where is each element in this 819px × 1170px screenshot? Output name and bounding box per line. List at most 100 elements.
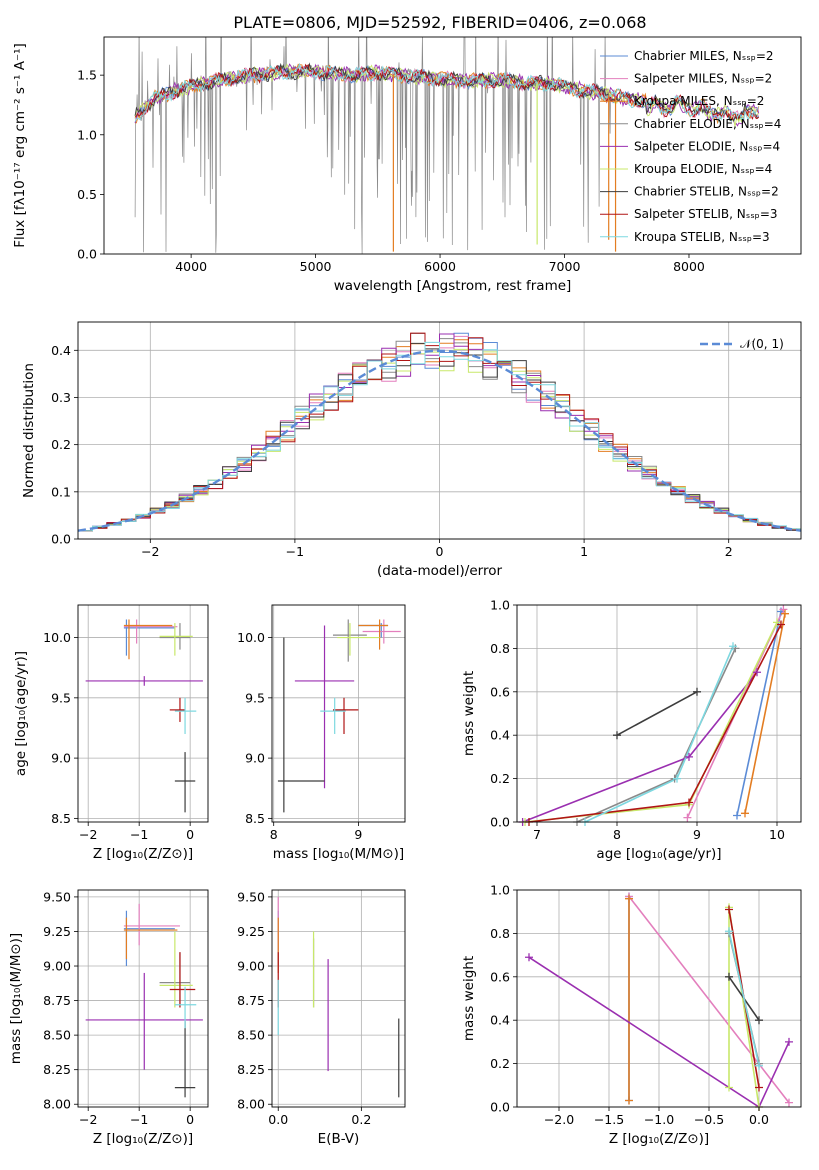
y-tick-label: 8.00 xyxy=(237,1097,265,1112)
x-axis-label: E(B-V) xyxy=(318,1131,360,1147)
massweight-marker xyxy=(625,1096,633,1105)
legend-label: Salpeter MILES, Nₛₛₚ=2 xyxy=(634,72,772,86)
massweight-marker xyxy=(725,927,733,936)
massweight-marker xyxy=(725,1083,733,1092)
x-axis-label: mass [log₁₀(M/M⊙)] xyxy=(273,846,404,862)
y-tick-label: 0.0 xyxy=(77,247,97,262)
y-tick-label: 9.5 xyxy=(51,690,71,705)
massweight-marker xyxy=(625,894,633,903)
y-tick-label: 8.75 xyxy=(43,993,71,1008)
y-tick-label: 8.75 xyxy=(237,993,265,1008)
y-tick-label: 0.2 xyxy=(490,1056,510,1071)
massweight-line-salpeter-elodie xyxy=(528,956,790,1107)
legend-label: 𝒩(0, 1) xyxy=(740,337,784,351)
y-tick-label: 0.3 xyxy=(51,390,71,405)
massweight-line-chabrier-miles xyxy=(736,611,782,816)
massweight-marker xyxy=(725,905,733,914)
x-tick-label: −1 xyxy=(130,1112,148,1127)
y-tick-label: 0.4 xyxy=(490,1013,510,1028)
age_vs_mass-plot-area xyxy=(277,619,401,813)
x-tick-label: 0 xyxy=(186,1112,194,1127)
y-axis-label: mass [log₁₀(M/M⊙)] xyxy=(8,933,24,1064)
mass_vs_Z-plot-area xyxy=(85,903,203,1098)
x-tick-label: 8000 xyxy=(673,259,705,274)
massweight-line-salpeter-miles xyxy=(628,896,790,1104)
legend-label: Chabrier ELODIE, Nₛₛₚ=4 xyxy=(634,117,781,131)
x-tick-label: 0.0 xyxy=(749,1112,769,1127)
age_vs_mass-frame xyxy=(271,604,406,823)
y-tick-label: 8.50 xyxy=(43,1028,71,1043)
y-axis-label: Flux [fλ10⁻¹⁷ erg cm⁻² s⁻¹ A⁻¹] xyxy=(12,43,28,248)
residuals-plot-area xyxy=(78,332,801,532)
y-tick-label: 0.8 xyxy=(490,926,510,941)
x-tick-label: −2.0 xyxy=(544,1112,574,1127)
x-axis-label: (data-model)/error xyxy=(377,563,503,579)
x-tick-label: −2 xyxy=(79,827,97,842)
figure-title: PLATE=0806, MJD=52592, FIBERID=0406, z=0… xyxy=(233,13,646,32)
age_vs_Z-plot-area xyxy=(85,619,203,813)
y-tick-label: 0.2 xyxy=(51,437,71,452)
x-tick-label: −1 xyxy=(130,827,148,842)
y-axis-label: mass weight xyxy=(461,956,477,1041)
massweight-marker xyxy=(741,809,749,818)
massweight_vs_age-frame xyxy=(516,604,802,823)
model-spectrum-chabrier-stelib xyxy=(134,62,759,123)
legend-label: Kroupa ELODIE, Nₛₛₚ=4 xyxy=(634,162,772,176)
mass_vs_EBV-frame xyxy=(271,889,406,1108)
y-tick-label: 0.4 xyxy=(490,728,510,743)
x-tick-label: −1.0 xyxy=(644,1112,674,1127)
massweight-line-salpeter-stelib xyxy=(528,624,782,822)
massweight-marker xyxy=(683,813,692,822)
x-tick-label: 2 xyxy=(725,544,733,559)
y-tick-label: 9.50 xyxy=(43,889,71,904)
x-tick-label: 1 xyxy=(580,544,588,559)
legend-label: Salpeter ELODIE, Nₛₛₚ=4 xyxy=(634,139,780,153)
massweight-line-kroupa-stelib xyxy=(584,645,734,822)
x-tick-label: 4000 xyxy=(175,259,207,274)
y-tick-label: 9.0 xyxy=(245,751,265,766)
observed-spectrum-line xyxy=(134,37,617,254)
y-tick-label: 8.25 xyxy=(237,1062,265,1077)
y-axis-label: mass weight xyxy=(461,671,477,756)
massweight_vs_Z-plot-area xyxy=(528,896,790,1107)
y-tick-label: 9.5 xyxy=(245,690,265,705)
x-tick-label: −0.5 xyxy=(694,1112,724,1127)
x-axis-label: Z [log₁₀(Z/Z⊙)] xyxy=(93,1131,193,1147)
x-tick-label: 0 xyxy=(436,544,444,559)
x-tick-label: −1 xyxy=(286,544,304,559)
y-tick-label: 9.25 xyxy=(43,924,71,939)
gaussian-curve xyxy=(78,349,801,532)
x-tick-label: 5000 xyxy=(300,259,332,274)
y-tick-label: 0.4 xyxy=(51,343,71,358)
y-tick-label: 8.00 xyxy=(43,1097,71,1112)
massweight-line-kroupa-elodie xyxy=(524,622,778,822)
legend-label: Kroupa MILES, Nₛₛₚ=2 xyxy=(634,94,764,108)
massweight-line-chabrier-stelib xyxy=(616,691,698,736)
mass_vs_EBV-plot-area xyxy=(277,896,400,1098)
massweight-marker xyxy=(613,731,621,740)
massweight-marker xyxy=(725,972,733,981)
massweight-marker xyxy=(733,811,741,820)
y-axis-label: Normed distribution xyxy=(21,363,37,498)
massweight-marker xyxy=(781,609,789,618)
x-tick-label: −1.5 xyxy=(594,1112,624,1127)
massweight-marker xyxy=(693,687,701,696)
y-tick-label: 0.1 xyxy=(51,484,71,499)
y-tick-label: 1.5 xyxy=(77,68,97,83)
y-tick-label: 10.0 xyxy=(43,630,71,645)
x-axis-label: Z [log₁₀(Z/Z⊙)] xyxy=(93,846,193,862)
spectrum-frame xyxy=(103,36,802,255)
x-tick-label: −2 xyxy=(141,544,159,559)
massweight-marker xyxy=(755,1016,763,1025)
y-tick-label: 0.6 xyxy=(490,969,510,984)
y-tick-label: 0.8 xyxy=(490,641,510,656)
x-tick-label: 9 xyxy=(354,827,362,842)
x-tick-label: 8 xyxy=(270,827,278,842)
y-tick-label: 8.50 xyxy=(237,1028,265,1043)
legend-label: Kroupa STELIB, Nₛₛₚ=3 xyxy=(634,230,770,244)
massweight-marker xyxy=(779,605,788,614)
massweight-marker xyxy=(673,774,681,783)
y-tick-label: 0.0 xyxy=(51,532,71,547)
x-tick-label: 7000 xyxy=(549,259,581,274)
